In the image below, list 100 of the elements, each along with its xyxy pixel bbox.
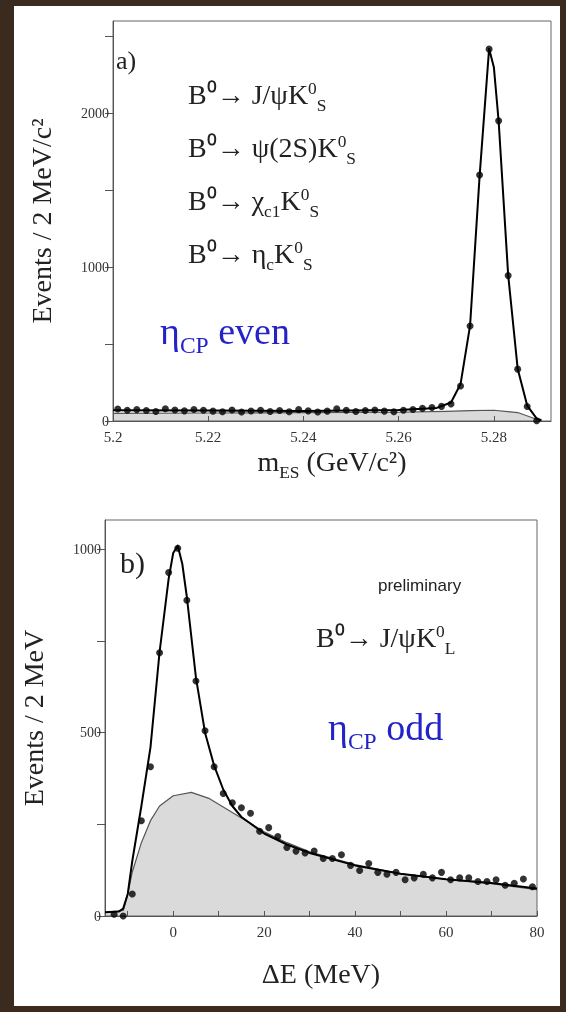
point xyxy=(265,824,273,832)
point xyxy=(257,406,265,414)
point xyxy=(361,407,369,415)
x-tick-label: 40 xyxy=(347,923,363,940)
annotation: η$_{CP}$ odd xyxy=(328,706,444,754)
point xyxy=(456,874,464,882)
point xyxy=(238,408,246,416)
point xyxy=(510,879,518,887)
point xyxy=(492,876,500,884)
x-tick-label: 0 xyxy=(169,923,177,940)
y-tick-label: 2000 xyxy=(81,105,109,121)
point xyxy=(319,854,327,862)
point xyxy=(438,402,445,410)
point xyxy=(123,406,131,414)
point xyxy=(501,881,509,889)
x-tick-label: 5.26 xyxy=(385,428,413,445)
x-tick-label: 80 xyxy=(529,923,545,940)
point xyxy=(274,832,282,840)
point xyxy=(457,382,465,390)
point xyxy=(199,406,207,414)
point xyxy=(333,405,341,413)
annotation: η$_{CP}$ even xyxy=(160,310,290,358)
point xyxy=(392,868,400,876)
point xyxy=(483,878,491,886)
point xyxy=(276,407,284,415)
point xyxy=(237,804,245,812)
point xyxy=(519,875,527,883)
point xyxy=(114,405,122,413)
y-tick-label: 0 xyxy=(94,908,101,924)
point xyxy=(504,272,512,280)
point xyxy=(365,860,373,868)
point xyxy=(152,407,160,415)
point xyxy=(495,117,503,125)
point xyxy=(399,406,407,414)
point xyxy=(447,876,455,884)
point xyxy=(356,867,364,875)
point xyxy=(285,408,293,416)
point xyxy=(401,876,409,884)
point xyxy=(183,596,191,604)
point xyxy=(371,406,379,414)
point xyxy=(128,890,136,898)
point xyxy=(165,568,173,576)
point xyxy=(174,544,182,552)
point xyxy=(374,868,382,876)
point xyxy=(409,405,417,413)
x-tick-label: 5.24 xyxy=(290,428,318,445)
point xyxy=(514,365,522,373)
point xyxy=(380,407,388,415)
annotation: preliminary xyxy=(378,576,462,595)
x-tick-label: 5.22 xyxy=(195,428,222,445)
point xyxy=(133,406,141,414)
point xyxy=(210,763,218,771)
x-tick-label: 20 xyxy=(256,923,272,940)
y-tick-label: 0 xyxy=(102,413,109,429)
point xyxy=(201,727,209,735)
y-tick-label: 1000 xyxy=(81,259,109,275)
y-axis-title: Events / 2 MeV/c² xyxy=(25,118,57,324)
point xyxy=(180,407,188,415)
point xyxy=(533,417,541,425)
point xyxy=(485,45,493,53)
y-tick-label: 500 xyxy=(80,725,101,741)
x-axis-title: m$_{ES}$ (GeV/c²) xyxy=(257,446,407,482)
point xyxy=(419,870,427,878)
x-tick-label: 5.2 xyxy=(103,428,123,445)
point xyxy=(219,408,226,416)
point xyxy=(410,874,418,882)
point xyxy=(190,405,198,413)
point xyxy=(476,171,484,179)
y-axis-title: Events / 2 MeV xyxy=(17,629,49,807)
point xyxy=(328,854,336,862)
point xyxy=(465,874,473,882)
point xyxy=(310,847,318,855)
point xyxy=(161,405,169,413)
point xyxy=(137,817,145,825)
x-axis-title: ΔE (MeV) xyxy=(261,958,381,989)
point xyxy=(347,861,355,869)
point xyxy=(110,910,118,918)
point xyxy=(266,407,274,415)
point xyxy=(119,912,127,920)
point xyxy=(337,851,345,859)
point xyxy=(428,874,436,882)
point xyxy=(304,407,312,415)
x-tick-label: 5.28 xyxy=(480,428,507,445)
point xyxy=(438,868,446,876)
point xyxy=(228,799,236,807)
annotation: b) xyxy=(120,546,145,579)
point xyxy=(418,404,426,412)
point xyxy=(342,406,350,414)
point xyxy=(523,403,531,411)
point xyxy=(295,406,303,414)
point xyxy=(428,403,436,411)
point xyxy=(390,408,398,416)
point xyxy=(323,407,331,415)
point xyxy=(314,408,322,416)
point xyxy=(171,406,179,414)
point xyxy=(352,407,360,415)
point xyxy=(219,790,227,798)
point xyxy=(156,649,164,657)
annotation: a) xyxy=(116,46,137,75)
point xyxy=(142,407,150,415)
